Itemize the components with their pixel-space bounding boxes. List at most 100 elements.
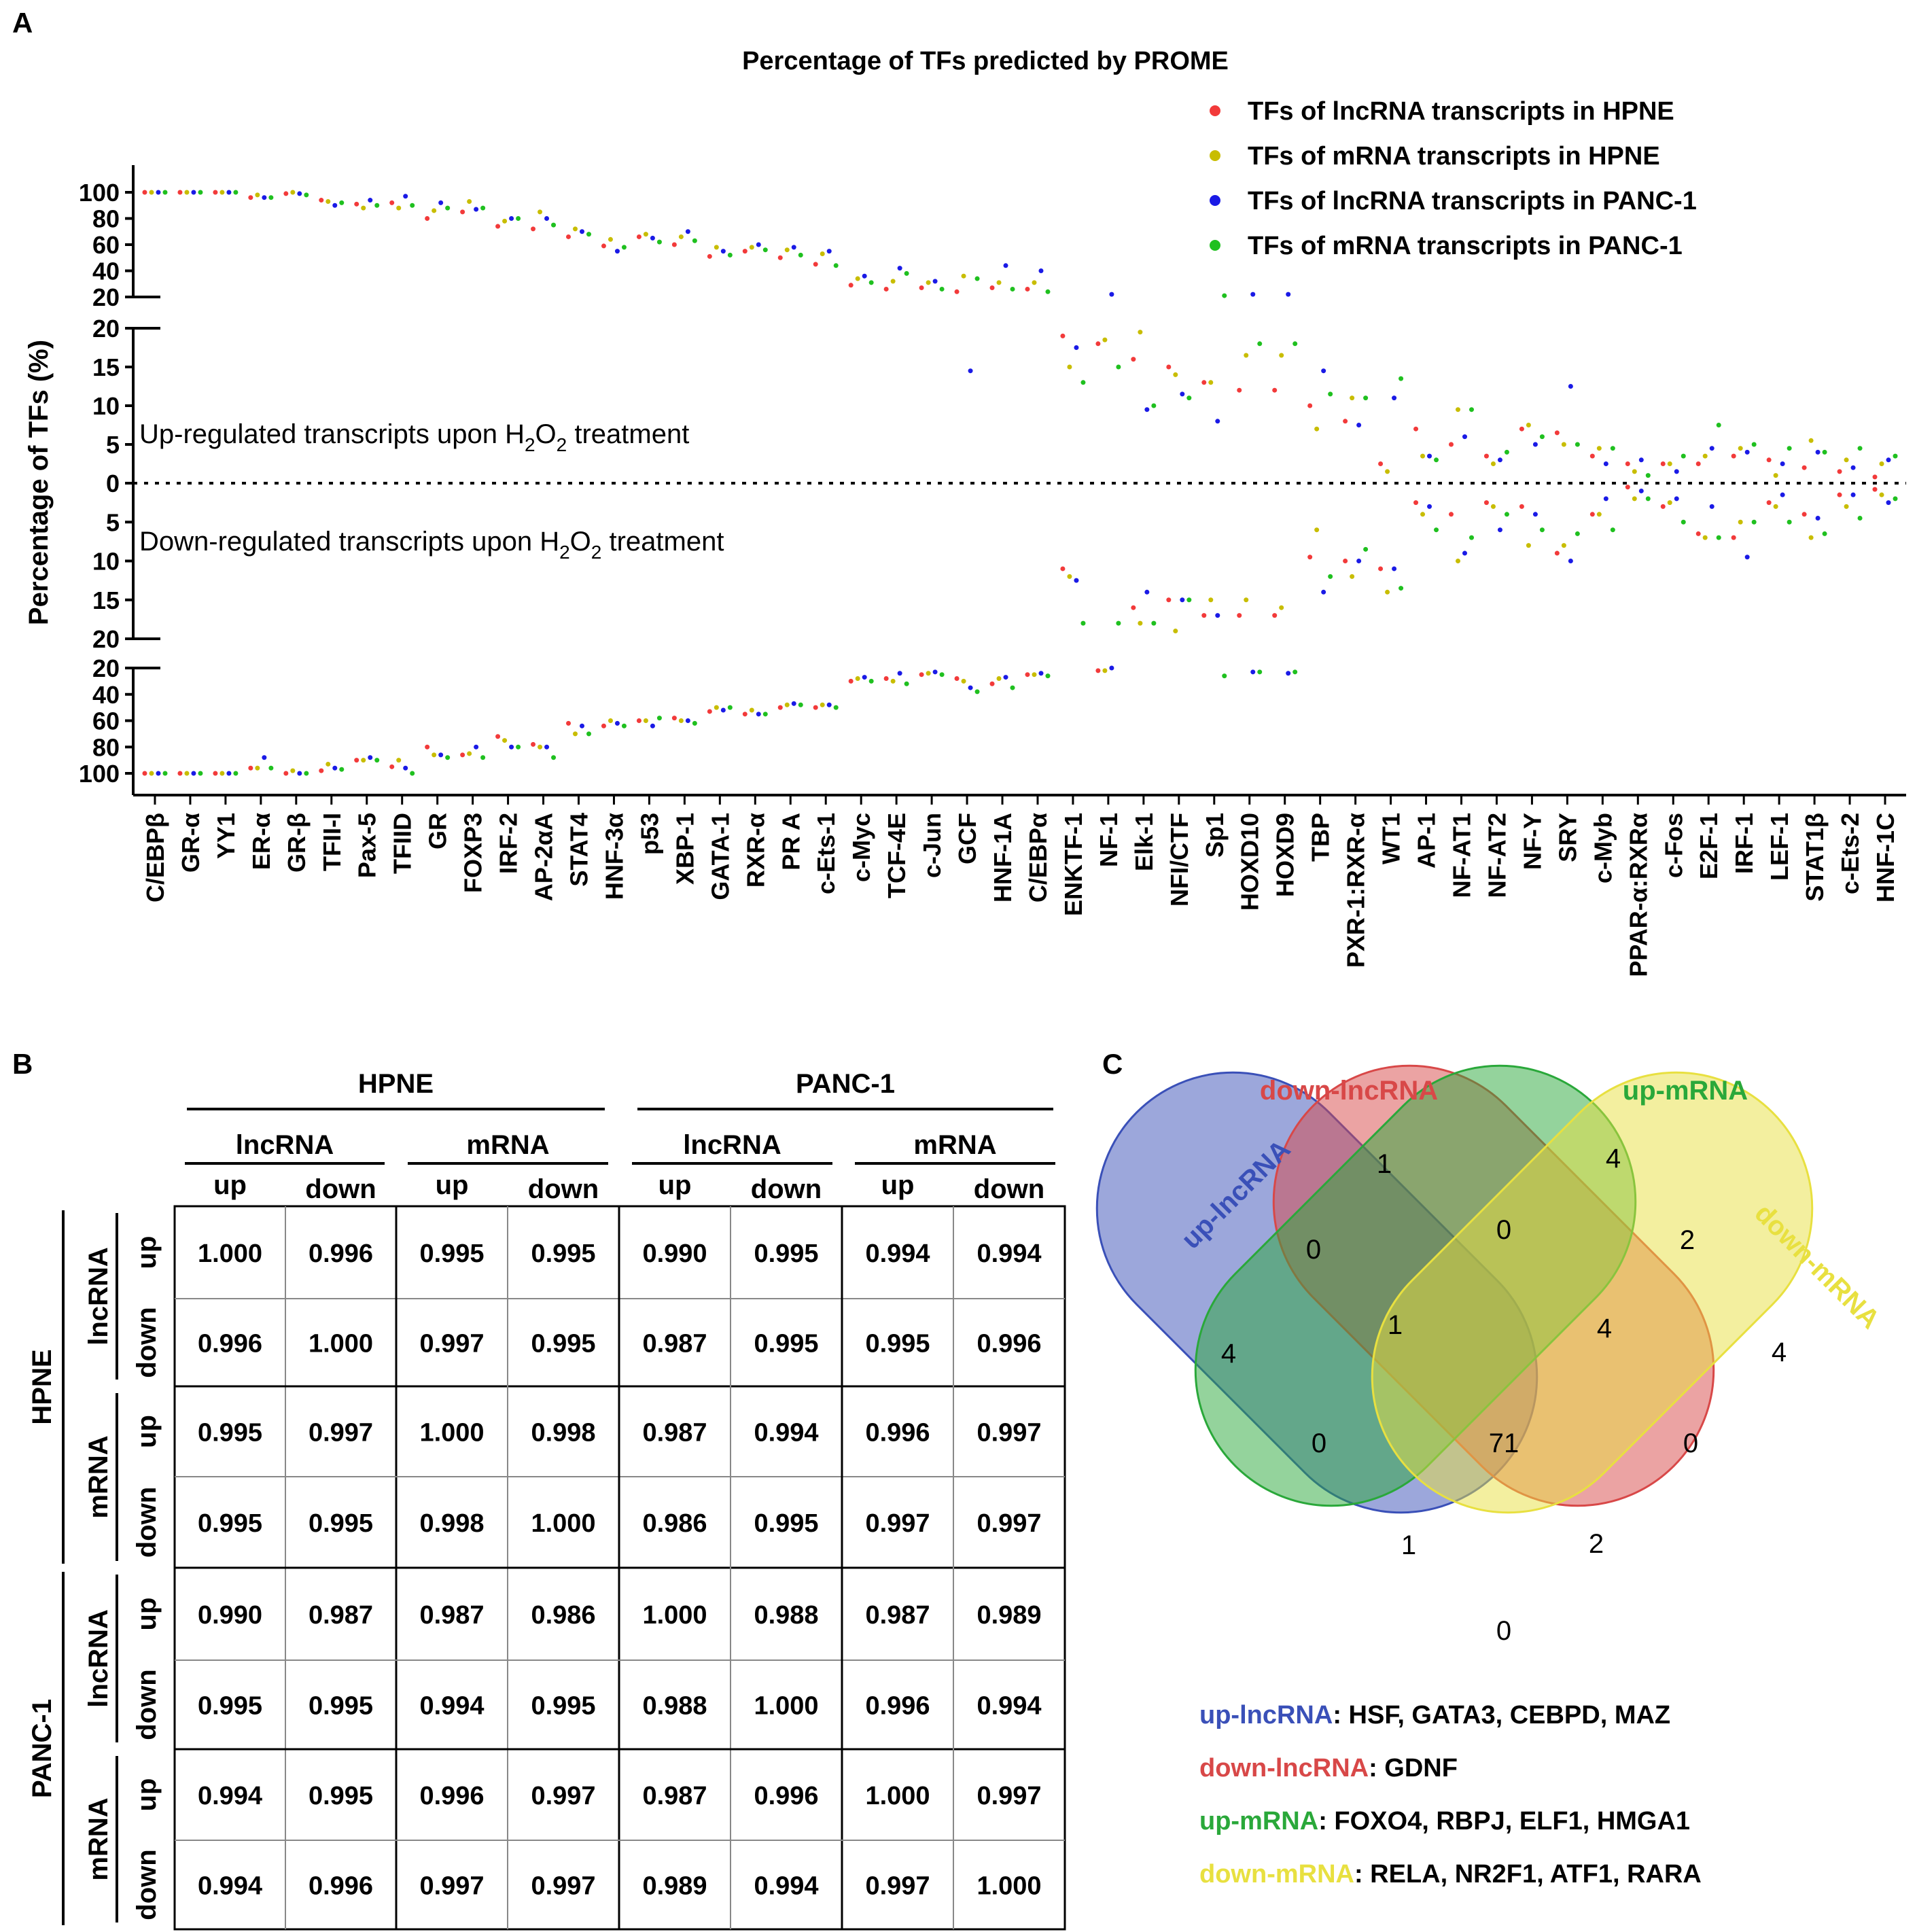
data-point-down xyxy=(1879,492,1884,497)
data-point-down xyxy=(255,765,260,771)
data-point-up xyxy=(1186,396,1192,401)
data-point-down xyxy=(1286,671,1291,676)
data-point-down xyxy=(1483,500,1489,506)
table-cell: 0.988 xyxy=(642,1692,707,1721)
table-cell: 0.994 xyxy=(198,1782,262,1810)
data-point-down xyxy=(1109,665,1114,671)
table-cell: 0.995 xyxy=(865,1330,930,1358)
data-point-up xyxy=(191,190,196,195)
table-cell: 1.000 xyxy=(198,1240,262,1268)
data-point-up xyxy=(727,252,733,258)
data-point-down xyxy=(926,671,931,676)
data-point-up xyxy=(389,200,395,205)
data-point-up xyxy=(1356,423,1362,427)
data-point-up xyxy=(996,280,1002,285)
data-point-down xyxy=(1180,597,1185,603)
data-point-up xyxy=(198,190,203,195)
table-cell: 1.000 xyxy=(419,1419,484,1447)
unique-gene-lists: up-lncRNA: HSF, GATA3, CEBPD, MAZ down-ln… xyxy=(1199,1701,1702,1889)
data-point-down xyxy=(1067,574,1072,579)
data-point-up xyxy=(1378,461,1384,466)
venn-set-label: up-mRNA xyxy=(1623,1076,1748,1106)
data-point-down xyxy=(1420,512,1426,517)
data-point-up xyxy=(339,200,345,205)
data-point-down xyxy=(226,771,232,776)
data-point-down xyxy=(791,701,796,706)
data-point-up xyxy=(1645,473,1651,478)
data-point-up xyxy=(685,229,690,234)
data-point-up xyxy=(467,198,472,204)
y-tick-label: 20 xyxy=(92,654,120,682)
unique-gene-list: up-mRNA: FOXO4, RBPJ, ELF1, HMGA1 xyxy=(1199,1807,1690,1836)
data-point-down xyxy=(1144,589,1150,595)
table-group-header: PANC-1 xyxy=(796,1069,895,1099)
table-cell: 0.994 xyxy=(977,1692,1041,1721)
data-point-up xyxy=(742,249,748,254)
data-point-up xyxy=(480,205,486,211)
data-point-up xyxy=(1215,419,1220,424)
data-point-down xyxy=(445,755,451,760)
data-point-down xyxy=(1681,519,1686,525)
table-cell: 1.000 xyxy=(865,1782,930,1810)
data-point-down xyxy=(1003,675,1008,680)
data-point-down xyxy=(608,718,613,723)
data-point-up xyxy=(974,276,980,281)
data-point-down xyxy=(862,675,867,680)
data-point-up xyxy=(1554,430,1560,436)
data-point-down xyxy=(1427,504,1432,509)
data-point-down xyxy=(848,678,854,684)
x-tick-label: c-Myb xyxy=(1589,813,1617,883)
data-point-down xyxy=(1808,535,1814,540)
data-point-down xyxy=(692,720,697,726)
table-row-label: up xyxy=(132,1778,162,1812)
unique-gene-list-genes: : FOXO4, RBPJ, ELF1, HMGA1 xyxy=(1318,1807,1690,1836)
table-cell: 0.995 xyxy=(309,1692,373,1721)
table-cell: 0.987 xyxy=(642,1330,707,1358)
table-col-label: up xyxy=(658,1170,692,1200)
data-point-up xyxy=(177,190,183,195)
data-point-up xyxy=(544,216,550,221)
data-point-up xyxy=(1131,357,1136,362)
legend-label: TFs of mRNA transcripts in PANC-1 xyxy=(1248,232,1683,260)
data-point-up xyxy=(502,218,508,224)
data-point-up xyxy=(1751,442,1757,447)
legend-marker xyxy=(1210,150,1220,161)
table-cell: 0.995 xyxy=(754,1240,818,1268)
data-point-down xyxy=(580,723,584,728)
unique-gene-list-genes: : HSF, GATA3, CEBPD, MAZ xyxy=(1333,1701,1670,1729)
data-point-down xyxy=(643,718,648,723)
data-point-down xyxy=(996,676,1002,681)
data-point-up xyxy=(614,249,620,254)
x-tick-label: ENKTF-1 xyxy=(1059,813,1087,916)
data-point-down xyxy=(1667,500,1672,506)
data-point-up xyxy=(1497,457,1502,463)
data-point-down xyxy=(833,705,839,710)
data-point-down xyxy=(1738,519,1743,525)
data-point-down xyxy=(304,771,309,776)
data-point-up xyxy=(749,245,754,250)
venn-region-count: 0 xyxy=(1496,1215,1511,1245)
data-point-down xyxy=(467,751,472,756)
data-point-up xyxy=(1399,376,1404,381)
data-point-down xyxy=(1589,512,1595,517)
data-point-down xyxy=(1292,669,1298,675)
data-point-up xyxy=(826,249,832,254)
table-col-label: up xyxy=(881,1170,915,1200)
data-point-up xyxy=(890,279,896,284)
data-point-down xyxy=(1886,500,1891,506)
data-point-down xyxy=(1321,589,1326,595)
table-cell: 0.997 xyxy=(531,1872,595,1901)
data-point-up xyxy=(297,191,302,196)
data-point-down xyxy=(650,723,655,728)
data-point-up xyxy=(445,205,451,211)
data-point-down xyxy=(198,771,203,776)
table-col-label: up xyxy=(213,1170,247,1200)
unique-gene-list: up-lncRNA: HSF, GATA3, CEBPD, MAZ xyxy=(1199,1701,1670,1729)
y-tick-label: 60 xyxy=(92,707,120,735)
x-tick-label: GR-β xyxy=(283,813,311,873)
legend-label: TFs of lncRNA transcripts in PANC-1 xyxy=(1248,187,1697,215)
data-point-down xyxy=(1095,668,1101,673)
data-point-down xyxy=(1893,496,1898,502)
table-cell: 0.996 xyxy=(977,1330,1041,1358)
venn-region-count: 4 xyxy=(1772,1337,1787,1367)
